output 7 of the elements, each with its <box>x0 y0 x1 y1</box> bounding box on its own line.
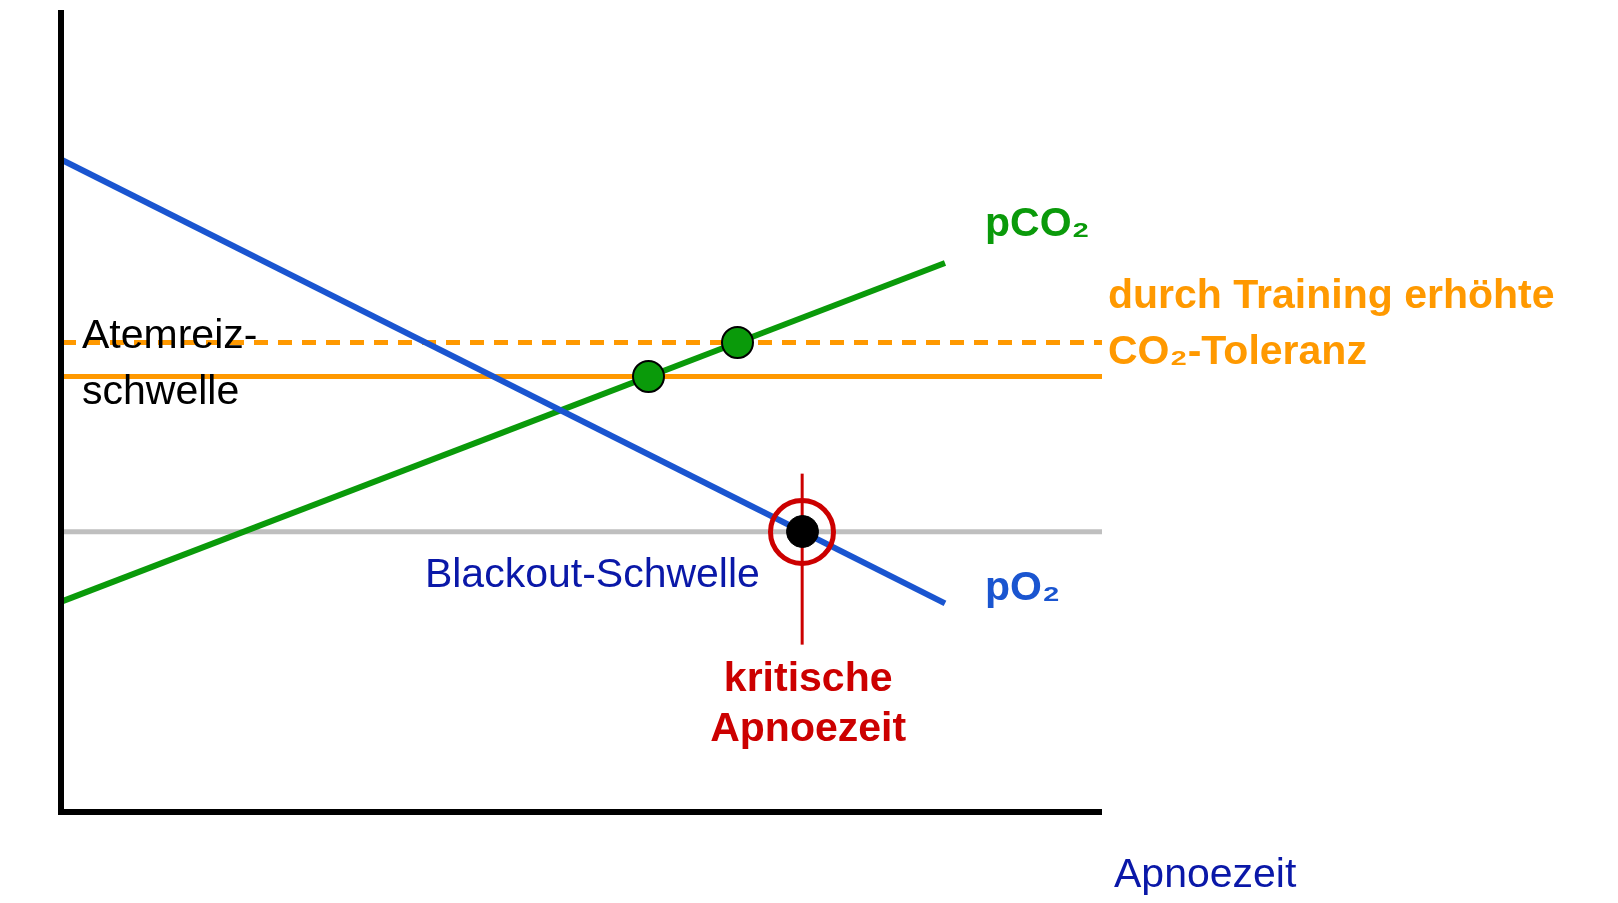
series-label: pO₂ <box>985 562 1061 609</box>
annotation: kritische Apnoezeit <box>710 653 907 750</box>
ref-line-label: durch Training erhöhte CO₂-Toleranz <box>1108 270 1555 373</box>
series-label: pCO₂ <box>985 199 1090 246</box>
x-axis-title: Apnoezeit <box>1114 850 1297 897</box>
ref-line-label: Atemreiz-schwelle <box>82 310 258 413</box>
ref-line-label: Blackout-Schwelle <box>424 549 760 596</box>
